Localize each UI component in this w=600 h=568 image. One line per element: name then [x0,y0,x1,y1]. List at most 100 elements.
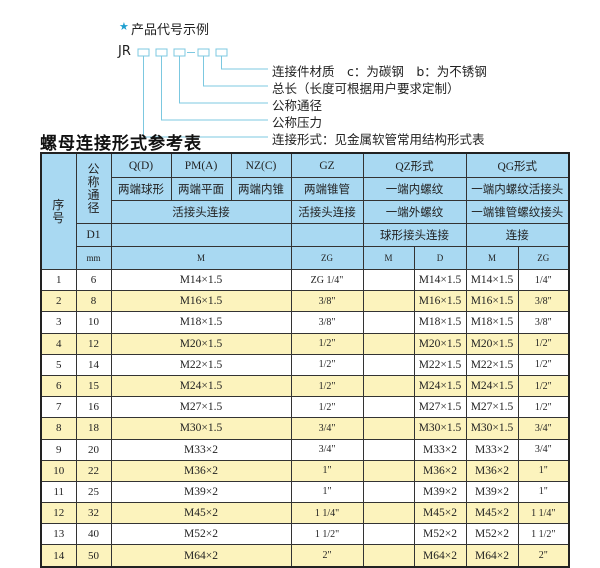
code-example-title: 产品代号示例 [131,23,210,38]
cell-dn: 10 [75,311,112,334]
cell-gz-zg: 2" [290,544,364,568]
header-unit: ZG [517,246,570,270]
code-label-material: 连接件材质 c：为碳钢 b：为不锈钢 [272,64,487,79]
table-row: 6 15 M24×1.5 1/2" M24×1.5 M24×1.5 1/2" [40,374,570,398]
header-seq: 序号 [40,152,77,270]
header-mm: mm [75,246,112,270]
table-row: 2 8 M16×1.5 3/8" M16×1.5 M16×1.5 3/8" [40,290,570,313]
cell-dn: 32 [75,502,112,525]
cell-seq: 7 [40,396,77,419]
code-label-connection: 连接形式：见金属软管常用结构形式表 [272,132,485,147]
cell-qz-m [362,290,415,313]
cell-qg-m: M36×2 [465,459,519,482]
cell-qz-d: M64×2 [413,544,467,568]
cell-qg-zg: 1/4" [517,268,570,292]
header-desc: 两端内锥 [230,177,292,201]
product-code-example: ★ 产品代号示例 JR 连接件材质 c：为碳钢 b：为不锈钢 总长（长度可根据用… [0,0,600,147]
cell-qg-zg: 1 1/2" [517,523,570,546]
cell-qz-m [362,374,415,398]
cell-qz-d: M33×2 [413,438,467,461]
cell-gz-zg: 1 1/2" [290,523,364,546]
cell-qg-zg: 1" [517,480,570,504]
table-row: 10 22 M36×2 1" M36×2 M36×2 1" [40,459,570,482]
cell-qz-d: M20×1.5 [413,332,467,355]
cell-seq: 4 [40,332,77,355]
cell-qz-d: M30×1.5 [413,417,467,440]
header-unit: ZG [290,246,364,270]
header-dn: 公称通径 [75,152,112,224]
code-diagram-lines [137,48,268,138]
code-label-length: 总长（长度可根据用户要求定制） [272,81,460,96]
cell-qg-zg: 2" [517,544,570,568]
cell-qz-m [362,396,415,419]
cell-qz-d: M18×1.5 [413,311,467,334]
cell-dn: 20 [75,438,112,461]
cell-dn: 12 [75,332,112,355]
header-type: QZ形式 [362,152,467,178]
cell-qz-d: M24×1.5 [413,374,467,398]
cell-dn: 40 [75,523,112,546]
header-desc: 一端内螺纹 [362,177,467,201]
header-unit: D [413,246,467,270]
cell-seq: 13 [40,523,77,546]
cell-qz-d: M22×1.5 [413,353,467,376]
cell-gz-zg: 3/8" [290,290,364,313]
table-row: 7 16 M27×1.5 1/2" M27×1.5 M27×1.5 1/2" [40,396,570,419]
cell-qz-m [362,459,415,482]
header-desc: 两端平面 [170,177,232,201]
cell-thread-m: M36×2 [110,459,292,482]
cell-thread-m: M39×2 [110,480,292,504]
cell-qg-zg: 1/2" [517,353,570,376]
cell-gz-zg: ZG 1/4" [290,268,364,292]
cell-thread-m: M22×1.5 [110,353,292,376]
cell-qg-m: M18×1.5 [465,311,519,334]
table-title: 螺母连接形式参考表 [40,134,202,154]
cell-qz-d: M16×1.5 [413,290,467,313]
code-label-diameter: 公称通径 [272,98,323,113]
header-conn2: 球形接头连接 [362,223,467,247]
cell-qz-d: M39×2 [413,480,467,504]
table-row: 4 12 M20×1.5 1/2" M20×1.5 M20×1.5 1/2" [40,332,570,355]
cell-gz-zg: 3/8" [290,311,364,334]
cell-gz-zg: 1" [290,459,364,482]
cell-qg-zg: 1 1/4" [517,502,570,525]
cell-thread-m: M30×1.5 [110,417,292,440]
cell-gz-zg: 1/2" [290,353,364,376]
cell-qz-m [362,523,415,546]
cell-qz-d: M14×1.5 [413,268,467,292]
cell-seq: 10 [40,459,77,482]
table-row: 3 10 M18×1.5 3/8" M18×1.5 M18×1.5 3/8" [40,311,570,334]
cell-thread-m: M16×1.5 [110,290,292,313]
cell-seq: 3 [40,311,77,334]
cell-qz-d: M27×1.5 [413,396,467,419]
cell-thread-m: M14×1.5 [110,268,292,292]
cell-qz-m [362,417,415,440]
cell-qg-m: M39×2 [465,480,519,504]
header-conn: 活接头连接 [290,200,364,224]
cell-qg-m: M33×2 [465,438,519,461]
code-label-pressure: 公称压力 [272,115,323,130]
cell-qg-zg: 1" [517,459,570,482]
header-conn: 活接头连接 [110,200,292,224]
cell-gz-zg: 3/4" [290,417,364,440]
cell-qg-m: M30×1.5 [465,417,519,440]
cell-qg-zg: 1/2" [517,374,570,398]
cell-seq: 11 [40,480,77,504]
cell-qg-m: M24×1.5 [465,374,519,398]
cell-qz-m [362,268,415,292]
cell-gz-zg: 1/2" [290,332,364,355]
cell-thread-m: M18×1.5 [110,311,292,334]
code-prefix: JR [118,44,131,59]
cell-dn: 16 [75,396,112,419]
cell-qg-m: M16×1.5 [465,290,519,313]
table-row: 1 6 M14×1.5 ZG 1/4" M14×1.5 M14×1.5 1/4" [40,268,570,292]
cell-thread-m: M24×1.5 [110,374,292,398]
cell-seq: 6 [40,374,77,398]
cell-qz-d: M45×2 [413,502,467,525]
cell-qg-zg: 1/2" [517,396,570,419]
cell-dn: 18 [75,417,112,440]
cell-seq: 8 [40,417,77,440]
cell-gz-zg: 1/2" [290,374,364,398]
table-row: 14 50 M64×2 2" M64×2 M64×2 2" [40,544,570,568]
cell-thread-m: M64×2 [110,544,292,568]
